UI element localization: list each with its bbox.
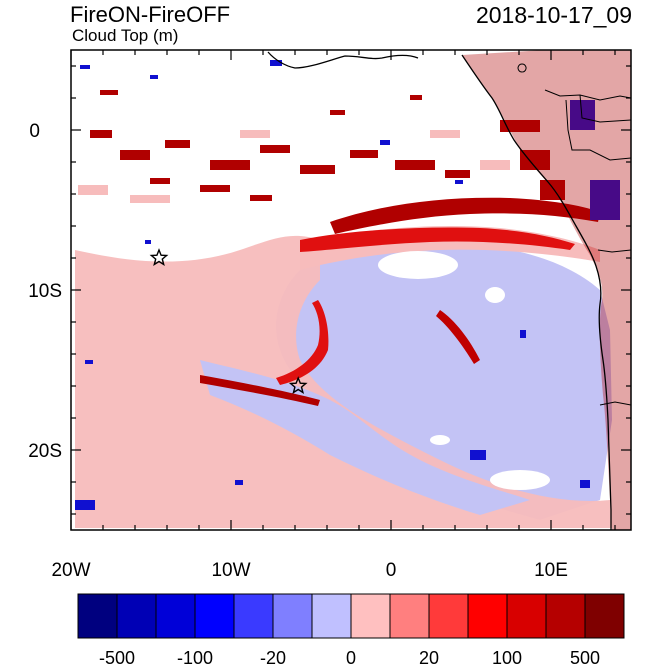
colorbar-swatch [311,593,352,639]
colorbar-label: -20 [260,648,286,667]
clear-patch-1 [378,251,458,279]
colorbar-swatch [428,593,469,639]
clear-patch-2 [485,287,505,303]
africa-coastline [267,51,612,530]
colorbar-label: -100 [177,648,213,667]
colorbar-swatch [389,593,430,639]
colorbar-swatch [467,593,508,639]
plot-title: FireON-FireOFF [70,2,231,27]
colorbar-swatch [584,593,625,639]
colorbar-swatch [116,593,157,639]
colorbar-swatch [545,593,586,639]
y-tick-label: 20S [28,441,62,462]
map-panel [71,50,631,530]
star-marker [288,376,308,395]
clear-patch-4 [430,435,450,445]
colorbar-swatch [350,593,391,639]
colorbar-swatch [77,593,118,639]
plot-subtitle: Cloud Top (m) [72,26,179,45]
africa-land [462,50,631,530]
clear-patch-3 [490,470,550,490]
speckle-north [90,90,565,201]
x-tick-label: 10W [211,560,250,581]
speckle-pink-north [78,130,510,203]
y-tick-label: 0 [29,121,40,142]
colorbar-swatch [233,593,274,639]
colorbar-label: 100 [492,648,522,667]
colorbar-labels: -500 -100 -20 0 20 100 500 [99,648,600,667]
colorbar [77,593,625,639]
x-tick-label: 10E [534,560,568,581]
colorbar-swatch [155,593,196,639]
x-tick-label: 20W [51,560,90,581]
y-tick-label: 10S [28,281,62,302]
speckle-blue [75,60,620,510]
light-blue-patch-south [200,360,530,515]
light-pink-region [75,235,612,529]
tick-marks [70,50,631,530]
red-streak-east [436,310,480,364]
colorbar-swatch [506,593,547,639]
x-tick-label: 0 [386,560,397,581]
colorbar-label: 500 [570,648,600,667]
dark-red-band-south [200,375,320,406]
country-borders [517,63,631,406]
colorbar-label: 20 [419,648,439,667]
light-blue-region [276,238,612,520]
colorbar-label: -500 [99,648,135,667]
marker-layer [149,248,308,395]
plot-timestamp: 2018-10-17_09 [475,2,632,28]
colorbar-label: 0 [346,648,356,667]
colorbar-swatch [194,593,235,639]
dark-red-band-2 [300,227,575,252]
dark-red-band-1 [330,197,600,234]
star-marker [149,248,169,267]
red-streak-mid [276,300,329,385]
colorbar-swatch [272,593,313,639]
